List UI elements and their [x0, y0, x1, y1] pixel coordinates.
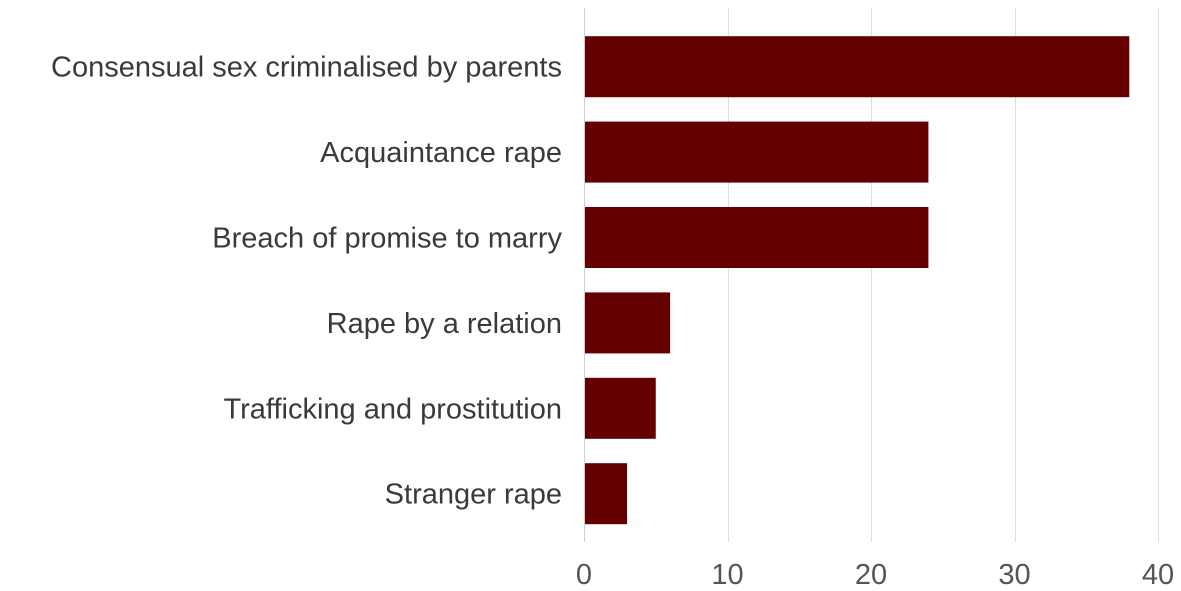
category-label: Breach of promise to marry [212, 223, 562, 255]
bar [585, 207, 929, 268]
bar [585, 292, 671, 354]
x-tick-label: 20 [855, 559, 887, 591]
category-label: Rape by a relation [327, 308, 562, 340]
bar [585, 463, 628, 525]
category-label: Acquaintance rape [320, 137, 562, 169]
x-tick-label: 40 [1142, 559, 1174, 591]
bar [585, 121, 929, 183]
x-tick-labels: 0 10 20 30 40 [576, 559, 1174, 591]
bars [585, 36, 1130, 525]
category-label: Consensual sex criminalised by parents [51, 52, 562, 84]
category-labels: Consensual sex criminalised by parents Ac… [51, 52, 562, 511]
category-label: Trafficking and prostitution [223, 393, 562, 425]
x-tick-label: 10 [711, 559, 743, 591]
x-tick-label: 0 [576, 559, 592, 591]
category-label: Stranger rape [385, 479, 562, 511]
x-tick-label: 30 [998, 559, 1030, 591]
bar [585, 36, 1130, 98]
bar [585, 377, 656, 439]
